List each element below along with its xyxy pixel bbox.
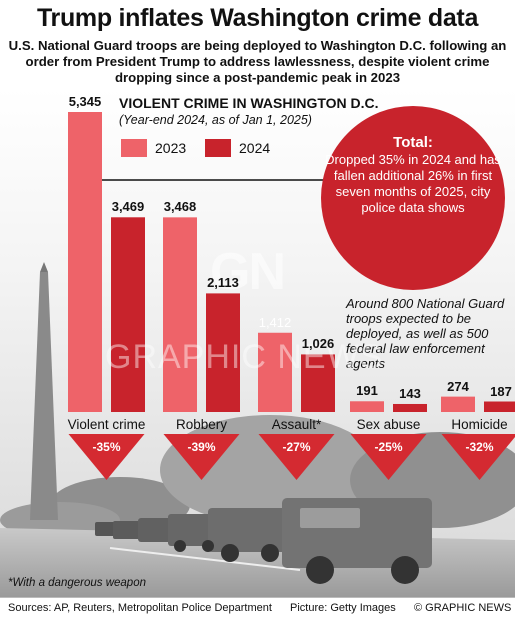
bar-2023-assault <box>258 332 292 412</box>
change-label-homicide: -32% <box>465 440 494 454</box>
bar-2024-homicide <box>484 401 515 412</box>
change-label-sex-abuse: -25% <box>374 440 403 454</box>
category-label-violent-crime: Violent crime <box>67 417 146 432</box>
change-triangle-assault <box>258 434 335 480</box>
bar-2024-robbery <box>206 293 240 412</box>
road-line <box>109 547 301 571</box>
monument-tip <box>40 262 48 272</box>
legend-swatch-2023 <box>121 139 147 157</box>
copyright: © GRAPHIC NEWS <box>414 602 512 614</box>
humvee-5 <box>208 508 288 552</box>
bar-2023-violent-crime <box>68 112 102 412</box>
wheel <box>221 544 239 562</box>
footnote: *With a dangerous weapon <box>8 577 146 589</box>
footer-bar <box>0 597 515 618</box>
washington-monument <box>30 272 58 520</box>
bar-2023-robbery <box>163 217 197 412</box>
total-body: Dropped 35% in 2024 and has fallen addit… <box>325 152 501 215</box>
legend-item-2024: 2024 <box>205 139 270 157</box>
value-label-2024-violent-crime: 3,469 <box>111 199 145 215</box>
total-callout: Total: Dropped 35% in 2024 and has falle… <box>321 106 505 290</box>
chart-title: VIOLENT CRIME IN WASHINGTON D.C. <box>119 95 379 111</box>
value-label-2023-robbery: 3,468 <box>163 199 197 215</box>
value-label-2024-sex-abuse: 143 <box>399 385 421 401</box>
change-triangle-sex-abuse <box>350 434 427 480</box>
value-label-2024-assault: 1,026 <box>301 336 335 352</box>
humvee-2 <box>113 521 143 539</box>
humvee-6-window <box>300 508 360 528</box>
legend-label-2024: 2024 <box>239 140 271 156</box>
wheel <box>174 540 186 552</box>
change-triangle-violent-crime <box>68 434 145 480</box>
category-label-sex-abuse: Sex abuse <box>356 417 421 432</box>
picture-credit: Picture: Getty Images <box>290 602 396 614</box>
value-label-2023-assault: 1,412 <box>258 314 292 330</box>
change-triangles <box>68 434 515 480</box>
chart-subtitle: (Year-end 2024, as of Jan 1, 2025) <box>119 113 312 127</box>
legend-label-2023: 2023 <box>155 140 187 156</box>
bar-2024-assault <box>301 354 335 412</box>
category-label-assault: Assault* <box>271 417 322 432</box>
value-label-2023-homicide: 274 <box>447 378 469 394</box>
wheel <box>391 556 419 584</box>
change-label-robbery: -39% <box>187 440 216 454</box>
bar-2024-sex-abuse <box>393 403 427 412</box>
total-heading: Total: <box>393 134 433 151</box>
category-label-homicide: Homicide <box>451 417 508 432</box>
sources-credit: Sources: AP, Reuters, Metropolitan Polic… <box>8 602 272 614</box>
watermark-text: GRAPHIC NEWS <box>105 338 384 376</box>
value-label-2023-sex-abuse: 191 <box>356 383 378 399</box>
change-triangle-robbery <box>163 434 240 480</box>
value-label-2024-homicide: 187 <box>490 383 512 399</box>
deployment-note: Around 800 National Guard troops expecte… <box>346 296 505 371</box>
bar-2024-violent-crime <box>111 217 145 412</box>
page-subtitle: U.S. National Guard troops are being dep… <box>8 38 507 85</box>
humvee-1 <box>95 522 117 536</box>
value-label-2024-robbery: 2,113 <box>207 275 239 291</box>
bar-2023-sex-abuse <box>350 401 384 412</box>
legend-item-2023: 2023 <box>121 139 186 157</box>
bar-2023-homicide <box>441 396 475 412</box>
bar-group <box>68 112 515 412</box>
value-label-2023-violent-crime: 5,345 <box>68 94 102 109</box>
change-triangle-homicide <box>441 434 515 480</box>
legend-swatch-2024 <box>205 139 231 157</box>
change-label-assault: -27% <box>282 440 311 454</box>
humvee-4 <box>168 514 218 546</box>
wheel <box>261 544 279 562</box>
page-title: Trump inflates Washington crime data <box>36 4 479 32</box>
change-label-violent-crime: -35% <box>92 440 121 454</box>
category-label-robbery: Robbery <box>175 417 228 432</box>
wheel <box>306 556 334 584</box>
wheel <box>202 540 214 552</box>
watermark-logo: GN <box>210 243 286 301</box>
